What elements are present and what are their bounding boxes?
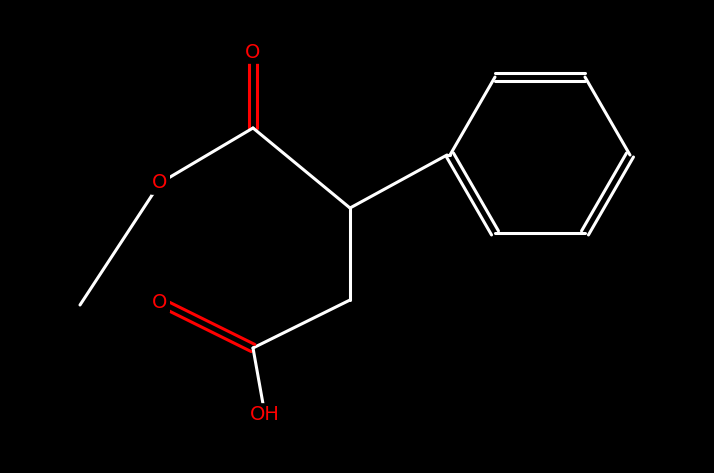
Text: OH: OH: [250, 405, 280, 424]
Text: O: O: [246, 43, 261, 61]
Text: O: O: [152, 292, 168, 312]
Text: O: O: [152, 174, 168, 193]
